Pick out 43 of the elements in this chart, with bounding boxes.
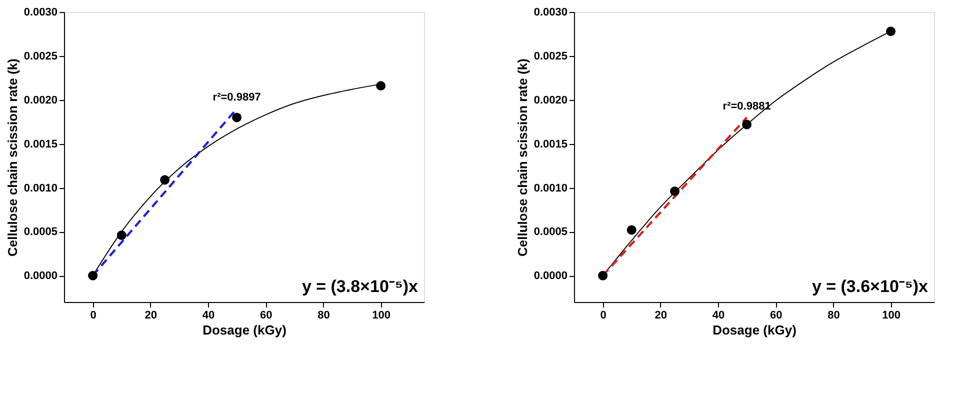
y-tick-label: 0.0020 [24, 94, 58, 106]
point [88, 270, 98, 280]
point [376, 81, 386, 91]
point [116, 230, 126, 240]
x-tick-label: 0 [600, 310, 606, 322]
x-tick-label: 100 [372, 310, 390, 322]
x-tick-label: 40 [202, 310, 215, 322]
point [598, 270, 608, 280]
point [232, 112, 242, 122]
y-tick-label: 0.0025 [534, 50, 568, 62]
x-tick-label: 20 [144, 310, 158, 322]
x-tick-label: 60 [260, 310, 272, 322]
x-tick-label: 20 [654, 310, 668, 322]
point [626, 225, 636, 235]
y-axis-title: Cellulose chain scission rate (k) [4, 58, 20, 256]
y-tick-label: 0.0005 [24, 226, 58, 238]
x-axis-title: Dosage (kGy) [712, 322, 796, 338]
y-tick-label: 0.0000 [24, 270, 58, 282]
y-tick-label: 0.0015 [24, 138, 58, 150]
point [886, 26, 896, 36]
y-tick-label: 0.0010 [534, 182, 568, 194]
y-tick-label: 0.0030 [24, 6, 58, 18]
y-tick-label: 0.0015 [534, 138, 568, 150]
point [160, 175, 170, 185]
annotation: r²=0.9897 [212, 92, 261, 104]
y-tick-label: 0.0020 [534, 94, 568, 106]
x-tick-label: 80 [828, 310, 840, 322]
annotation: y = (3.8×10⁻⁵)x [302, 277, 419, 296]
y-tick-label: 0.0010 [24, 182, 58, 194]
y-tick-label: 0.0000 [534, 270, 568, 282]
y-tick-label: 0.0025 [24, 50, 58, 62]
x-axis-title: Dosage (kGy) [202, 322, 286, 338]
y-tick-label: 0.0005 [534, 226, 568, 238]
x-tick-label: 100 [882, 310, 900, 322]
annotation: y = (3.6×10⁻⁵)x [812, 277, 929, 296]
point [670, 186, 680, 196]
x-tick-label: 40 [712, 310, 725, 322]
y-tick-label: 0.0030 [534, 6, 568, 18]
y-axis-title: Cellulose chain scission rate (k) [514, 58, 530, 256]
x-tick-label: 0 [90, 310, 96, 322]
x-tick-label: 80 [318, 310, 330, 322]
point [742, 120, 752, 130]
x-tick-label: 60 [770, 310, 782, 322]
